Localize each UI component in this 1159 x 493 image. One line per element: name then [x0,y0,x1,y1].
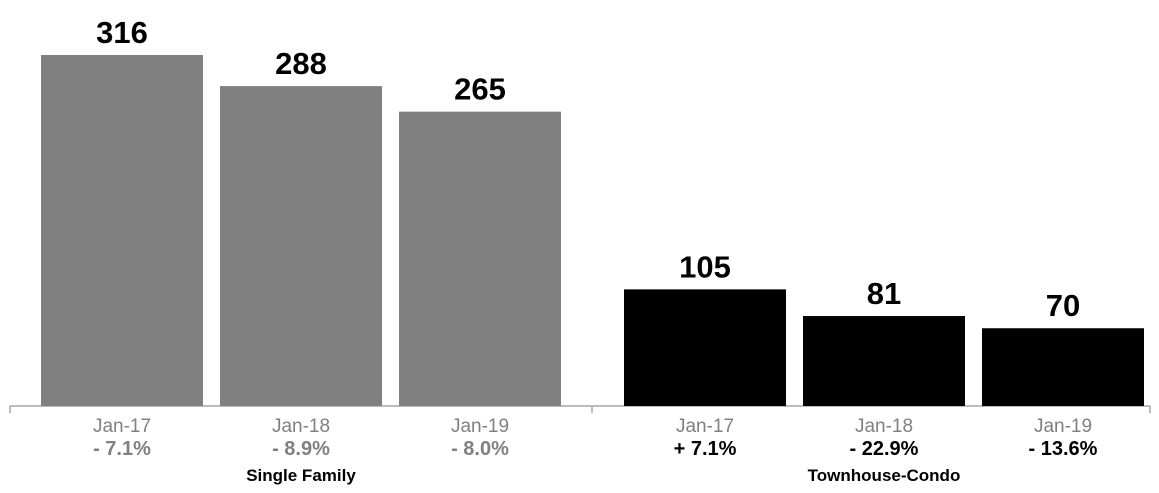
group-label: Townhouse-Condo [808,466,961,485]
change-label: + 7.1% [674,438,737,460]
change-label: - 7.1% [93,438,151,460]
data-label: 265 [454,72,506,107]
data-label: 81 [867,276,901,311]
x-tick-label: Jan-17 [93,416,151,437]
group-label: Single Family [246,466,356,485]
bar [41,55,203,406]
x-tick-label: Jan-18 [272,416,330,437]
x-tick-label: Jan-19 [451,416,509,437]
data-label: 316 [96,15,148,50]
data-label: 70 [1046,288,1080,323]
change-label: - 13.6% [1029,438,1098,460]
change-label: - 8.9% [272,438,330,460]
change-label: - 22.9% [850,438,919,460]
data-label: 105 [679,249,731,284]
bar [624,289,786,406]
data-label: 288 [275,46,327,81]
change-label: - 8.0% [451,438,509,460]
x-tick-label: Jan-17 [676,416,734,437]
x-tick-label: Jan-19 [1034,416,1092,437]
bar [803,316,965,406]
bar [982,328,1144,406]
x-tick-label: Jan-18 [855,416,913,437]
bar [220,86,382,407]
bar [399,111,561,406]
